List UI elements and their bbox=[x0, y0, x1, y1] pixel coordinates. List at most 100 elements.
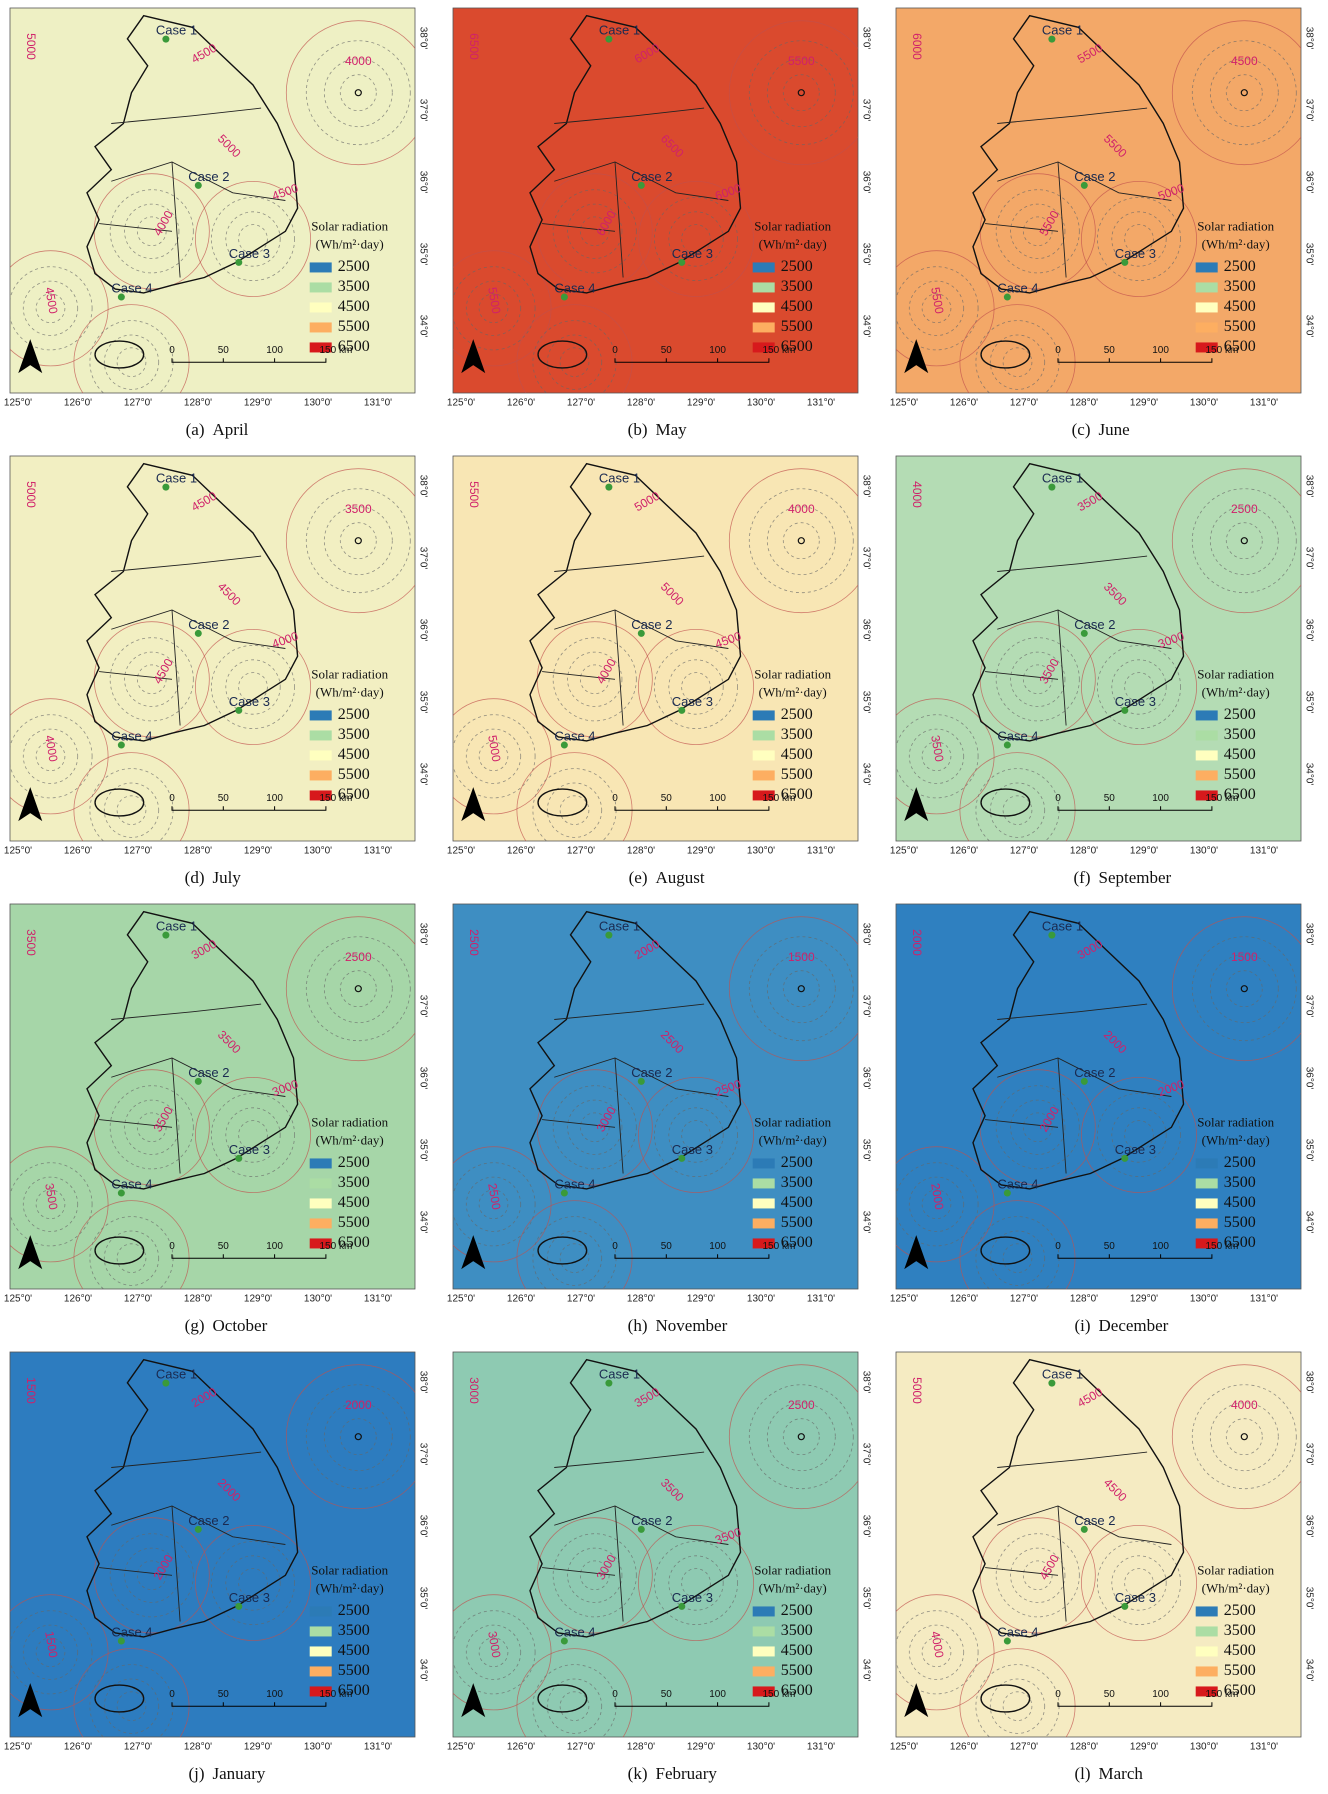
case-label: Case 4 bbox=[111, 1176, 152, 1191]
longitude-label: 127°0' bbox=[567, 846, 595, 857]
latitude-label: 38°0' bbox=[1303, 475, 1314, 498]
longitude-label: 129°0' bbox=[687, 846, 715, 857]
case-label: Case 2 bbox=[631, 1065, 672, 1080]
latitude-label: 38°0' bbox=[860, 1371, 871, 1394]
longitude-label: 125°0' bbox=[890, 1294, 918, 1305]
legend-swatch bbox=[1196, 1198, 1218, 1208]
case-label: Case 3 bbox=[229, 246, 270, 261]
case-label: Case 3 bbox=[1115, 1142, 1156, 1157]
longitude-label: 125°0' bbox=[447, 1294, 475, 1305]
legend-swatch bbox=[753, 1198, 775, 1208]
caption-letter: (k) bbox=[628, 1764, 648, 1783]
legend-swatch bbox=[1196, 730, 1218, 740]
legend-title: Solar radiation bbox=[1197, 218, 1274, 233]
map-panel: 5500500040005000400050004500Case 1Case 2… bbox=[436, 456, 873, 887]
contour-label: 4000 bbox=[1231, 1398, 1258, 1412]
case-label: Case 2 bbox=[188, 617, 229, 632]
legend-swatch bbox=[310, 282, 332, 292]
latitude-label: 37°0' bbox=[860, 547, 871, 570]
legend-label: 3500 bbox=[781, 278, 813, 295]
caption-letter: (b) bbox=[628, 420, 648, 439]
caption-month: June bbox=[1099, 420, 1130, 439]
legend-title: Solar radiation bbox=[754, 666, 831, 681]
legend-unit: (Wh/m²·day) bbox=[759, 236, 827, 251]
case-label: Case 3 bbox=[1115, 694, 1156, 709]
legend-unit: (Wh/m²·day) bbox=[316, 684, 384, 699]
latitude-label: 34°0' bbox=[1303, 763, 1314, 786]
latitude-label: 35°0' bbox=[1303, 1139, 1314, 1162]
scale-label: 0 bbox=[169, 1689, 175, 1700]
legend-swatch bbox=[310, 1626, 332, 1636]
latitude-label: 36°0' bbox=[417, 171, 428, 194]
longitude-label: 127°0' bbox=[124, 1742, 152, 1753]
longitude-label: 128°0' bbox=[1070, 846, 1098, 857]
legend-swatch bbox=[753, 750, 775, 760]
latitude-label: 35°0' bbox=[1303, 243, 1314, 266]
caption-month: November bbox=[656, 1316, 728, 1335]
caption-letter: (i) bbox=[1074, 1316, 1090, 1335]
longitude-label: 125°0' bbox=[447, 398, 475, 409]
latitude-label: 37°0' bbox=[1303, 547, 1314, 570]
longitude-label: 131°0' bbox=[807, 1294, 835, 1305]
legend-swatch bbox=[753, 282, 775, 292]
longitude-label: 131°0' bbox=[1250, 1742, 1278, 1753]
longitude-label: 131°0' bbox=[1250, 1294, 1278, 1305]
longitude-label: 129°0' bbox=[1130, 1742, 1158, 1753]
scale-label: 0 bbox=[612, 793, 618, 804]
case-label: Case 3 bbox=[229, 1590, 270, 1605]
contour-label: 5500 bbox=[788, 54, 815, 68]
legend-label: 2500 bbox=[781, 1602, 813, 1619]
latitude-label: 37°0' bbox=[860, 1443, 871, 1466]
scale-label: 100 bbox=[709, 793, 726, 804]
legend-title: Solar radiation bbox=[754, 218, 831, 233]
scale-label: 0 bbox=[1055, 1241, 1061, 1252]
latitude-label: 35°0' bbox=[417, 1587, 428, 1610]
legend-swatch bbox=[310, 1666, 332, 1676]
latitude-label: 37°0' bbox=[417, 547, 428, 570]
latitude-label: 38°0' bbox=[860, 475, 871, 498]
longitude-label: 131°0' bbox=[807, 398, 835, 409]
longitude-label: 130°0' bbox=[747, 1294, 775, 1305]
caption-letter: (d) bbox=[185, 868, 205, 887]
case-label: Case 1 bbox=[156, 23, 197, 38]
legend-swatch bbox=[310, 262, 332, 272]
legend-label: 2500 bbox=[1224, 1154, 1256, 1171]
scale-label: 50 bbox=[661, 793, 673, 804]
legend-label: 5500 bbox=[338, 318, 370, 335]
scale-label: 0 bbox=[1055, 793, 1061, 804]
latitude-label: 34°0' bbox=[860, 1659, 871, 1682]
latitude-label: 37°0' bbox=[1303, 995, 1314, 1018]
legend-swatch bbox=[753, 302, 775, 312]
longitude-label: 127°0' bbox=[567, 1742, 595, 1753]
legend-title: Solar radiation bbox=[1197, 666, 1274, 681]
legend-label: 5500 bbox=[338, 766, 370, 783]
longitude-label: 131°0' bbox=[1250, 398, 1278, 409]
longitude-label: 125°0' bbox=[890, 398, 918, 409]
scale-label: 150 km bbox=[1206, 1689, 1239, 1700]
longitude-label: 128°0' bbox=[627, 398, 655, 409]
scale-label: 150 km bbox=[320, 345, 353, 356]
legend-label: 5500 bbox=[781, 318, 813, 335]
case-label: Case 1 bbox=[599, 919, 640, 934]
legend-unit: (Wh/m²·day) bbox=[1202, 684, 1270, 699]
contour-label: 3500 bbox=[345, 502, 372, 516]
longitude-label: 129°0' bbox=[1130, 1294, 1158, 1305]
longitude-label: 128°0' bbox=[184, 1742, 212, 1753]
scale-label: 50 bbox=[1104, 793, 1116, 804]
scale-label: 0 bbox=[1055, 1689, 1061, 1700]
map-panel: 3500300025003500350035003000Case 1Case 2… bbox=[0, 904, 430, 1335]
scale-label: 50 bbox=[1104, 1689, 1116, 1700]
legend-swatch bbox=[753, 1178, 775, 1188]
longitude-label: 128°0' bbox=[184, 1294, 212, 1305]
latitude-label: 36°0' bbox=[417, 1067, 428, 1090]
scale-label: 0 bbox=[612, 1689, 618, 1700]
legend-label: 5500 bbox=[781, 1214, 813, 1231]
scale-label: 100 bbox=[266, 1689, 283, 1700]
longitude-label: 128°0' bbox=[1070, 398, 1098, 409]
longitude-label: 129°0' bbox=[244, 398, 272, 409]
longitude-label: 126°0' bbox=[950, 1742, 978, 1753]
legend-label: 3500 bbox=[338, 278, 370, 295]
longitude-label: 130°0' bbox=[747, 846, 775, 857]
scale-label: 0 bbox=[612, 345, 618, 356]
longitude-label: 126°0' bbox=[507, 1294, 535, 1305]
